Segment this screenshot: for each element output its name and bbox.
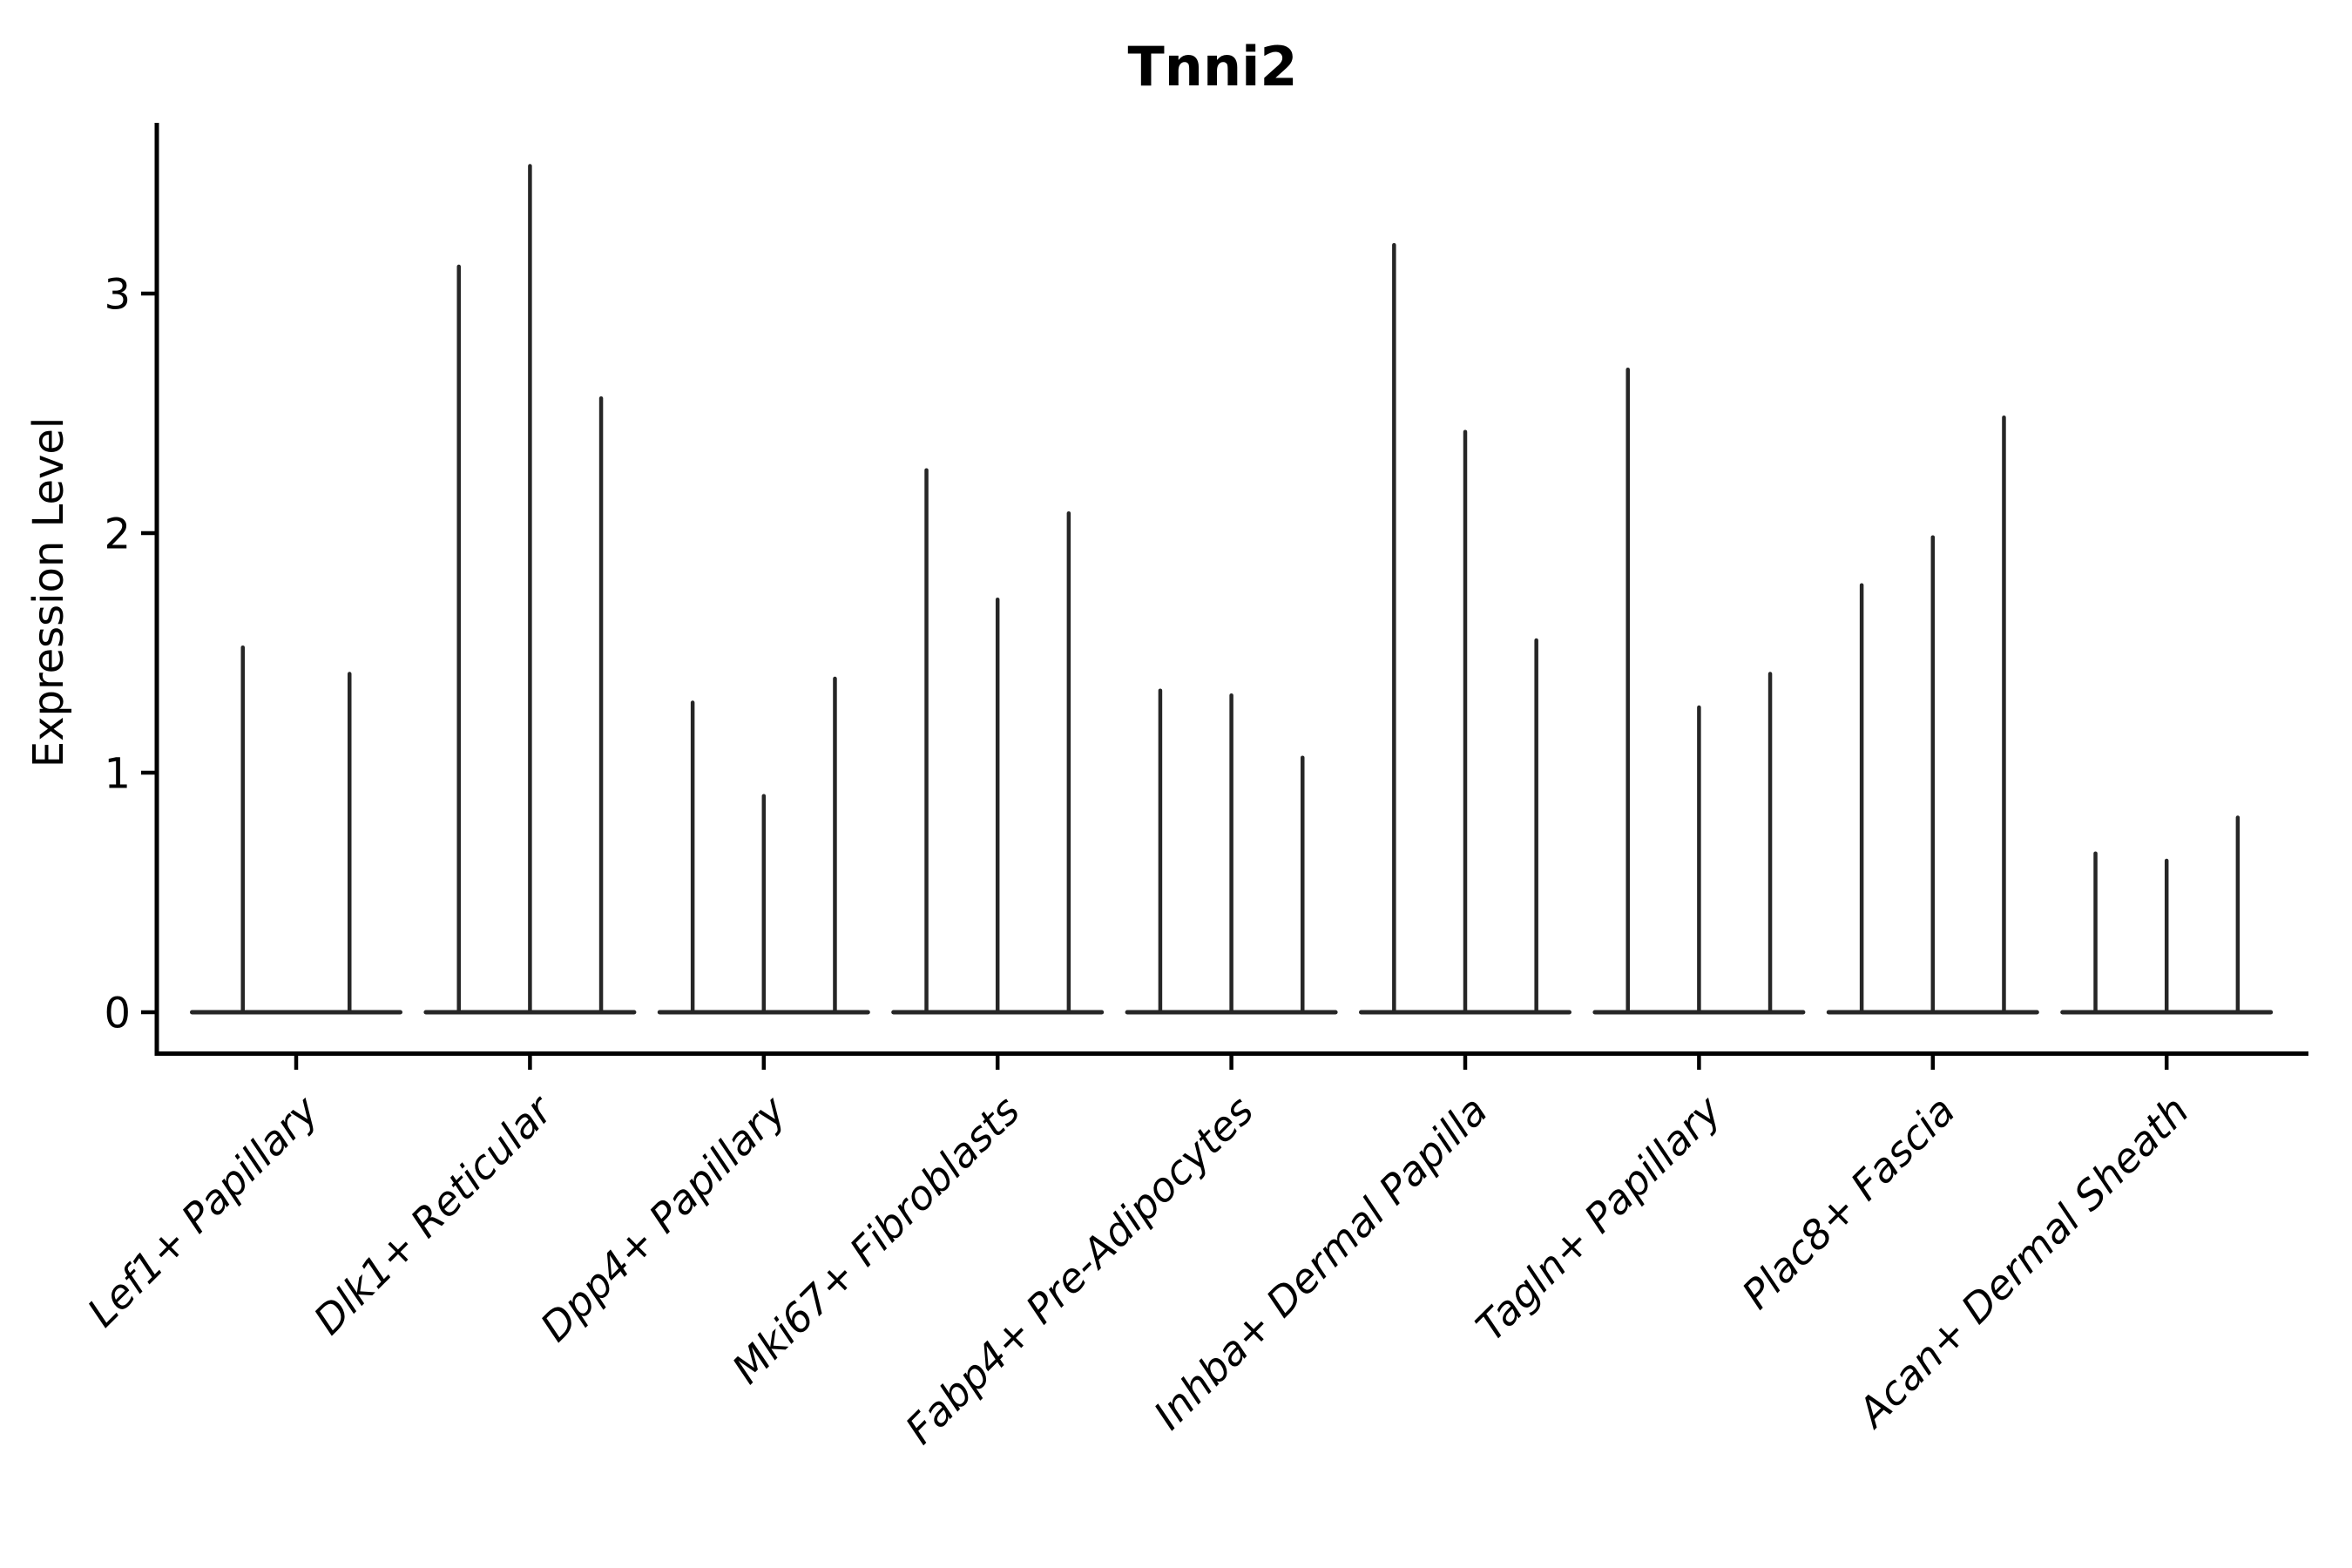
x-tick-label: Dpp4+ Papillary [531,1086,795,1350]
y-axis-label: Expression Level [24,417,73,768]
x-tick-label: Dlk1+ Reticular [305,1085,564,1343]
violin-group [190,645,402,1015]
y-tick-labels: 0 1 2 3 [104,270,131,1037]
violin-group [1826,416,2039,1015]
violin-group [1359,243,1571,1015]
y-tick-label: 0 [104,989,131,1037]
violins [190,164,2274,1015]
y-tick-label: 1 [104,749,131,798]
violin-group [2060,815,2274,1015]
violin-group [891,468,1105,1015]
violin-group [1125,688,1338,1015]
y-tick-label: 2 [104,510,131,558]
x-tick-label: Plac8+ Fascia [1733,1087,1963,1318]
violin-group [657,676,870,1015]
x-tick-label: Lef1+ Papillary [78,1086,328,1335]
y-tick-label: 3 [104,270,131,319]
violin-group [423,164,637,1015]
plot-title: Tnni2 [1128,35,1298,98]
violin-group [1592,368,1806,1015]
x-tick-label: Tagln+ Papillary [1467,1086,1731,1350]
axes [141,123,2308,1070]
